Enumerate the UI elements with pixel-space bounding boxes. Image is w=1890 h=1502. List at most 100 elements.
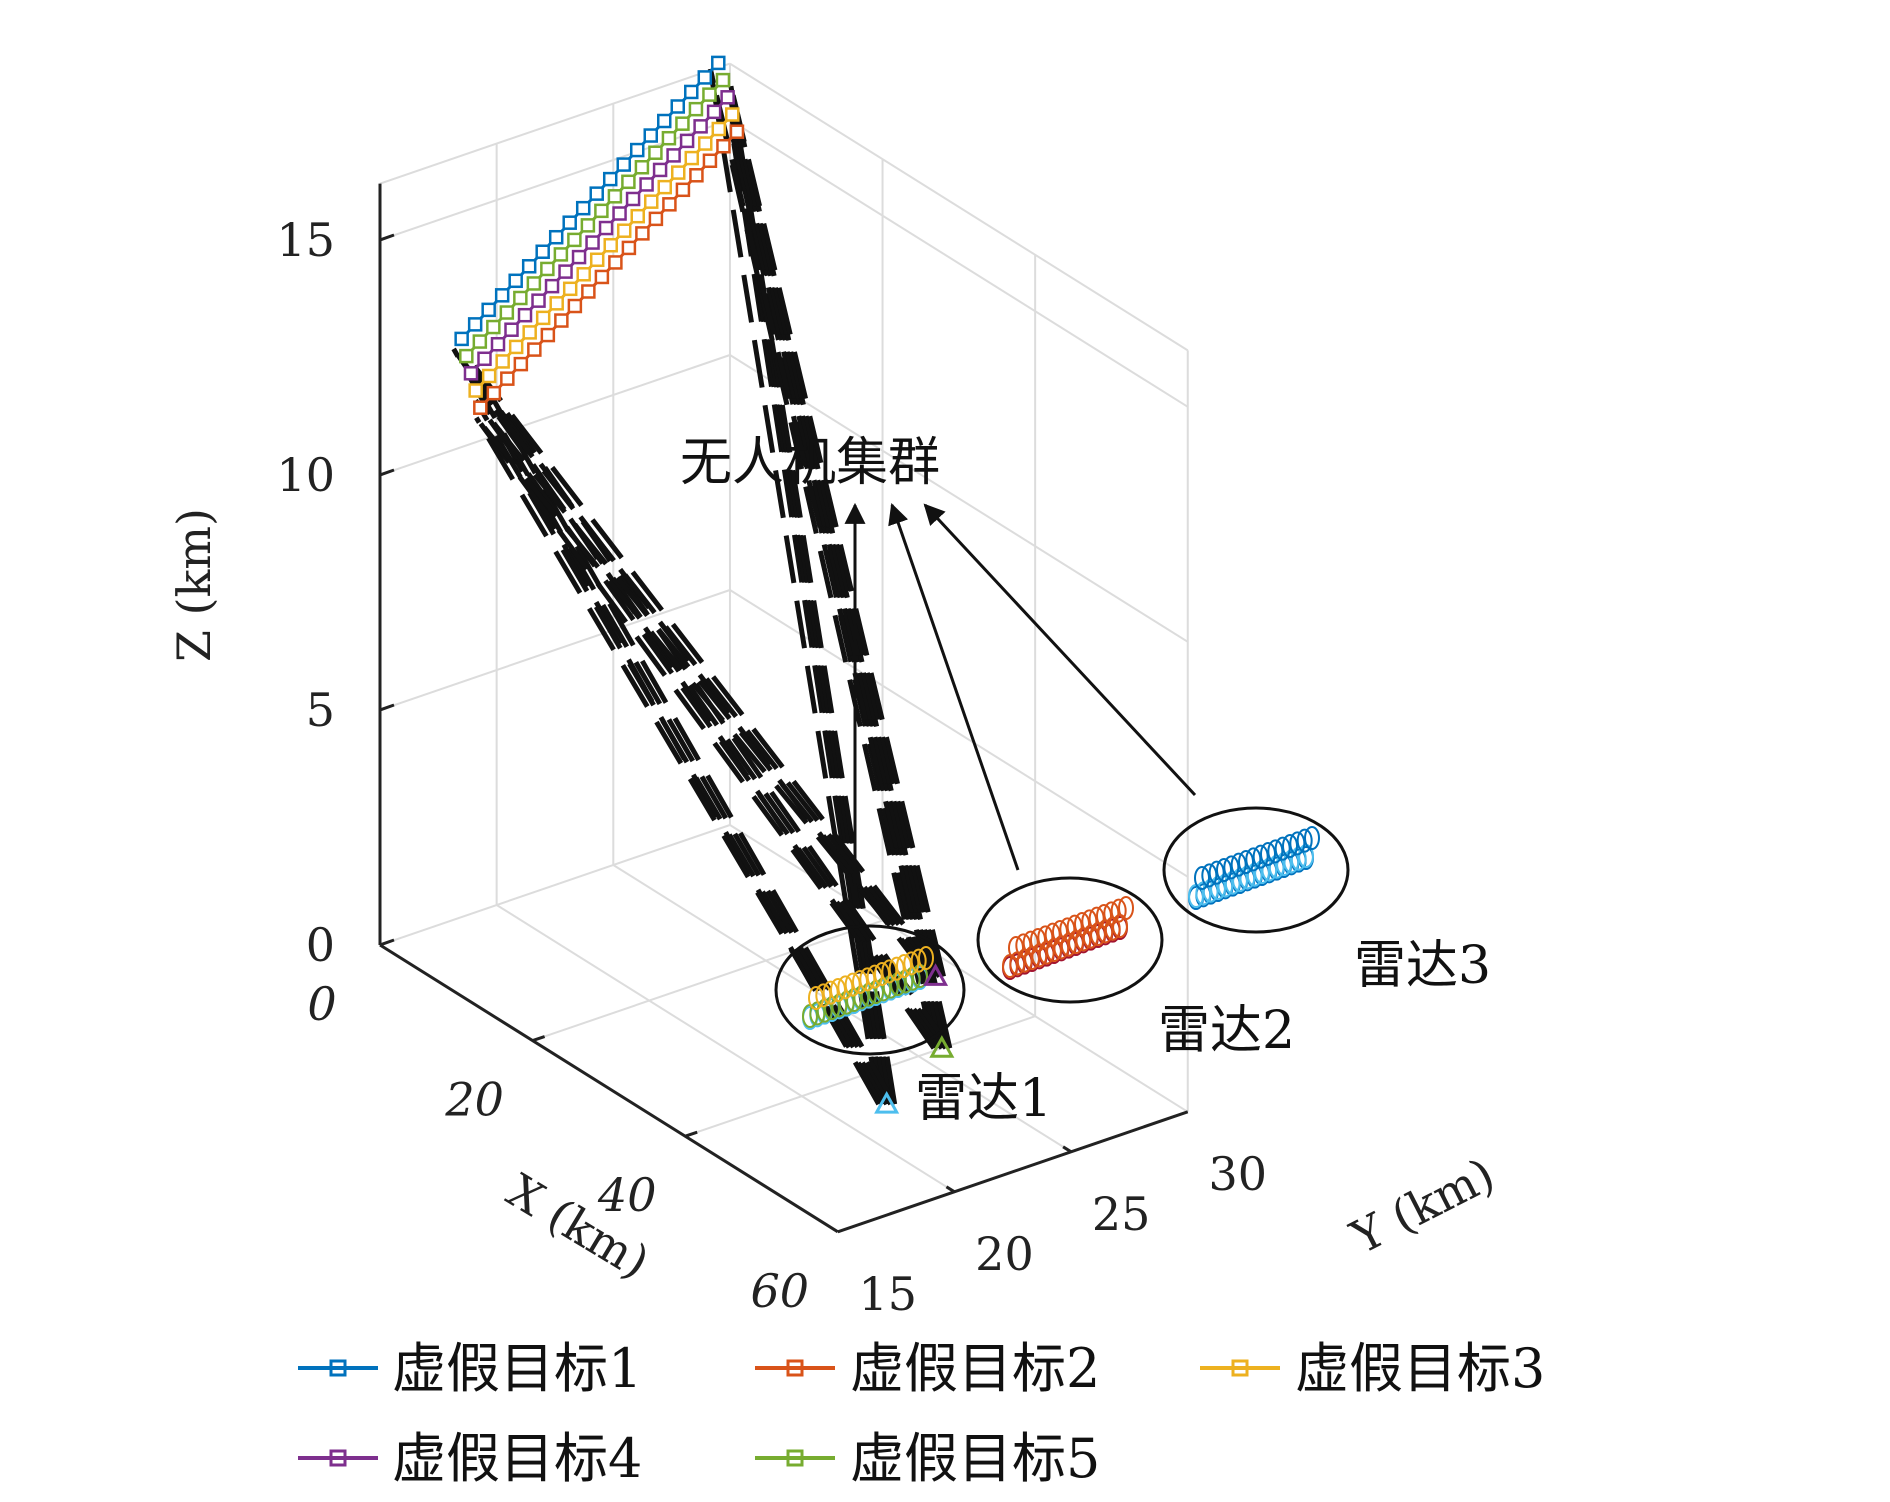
series-marker bbox=[576, 267, 591, 282]
series-marker bbox=[697, 70, 713, 85]
series-marker bbox=[567, 298, 583, 314]
uav-cluster-annotation: 无人机集群 bbox=[680, 433, 940, 493]
cluster-track bbox=[1008, 896, 1134, 960]
grid-line bbox=[729, 119, 1189, 408]
legend-item-4: 虚假目标4 bbox=[298, 1427, 642, 1490]
series-marker bbox=[567, 232, 582, 248]
series-marker bbox=[602, 171, 618, 187]
cluster-point bbox=[822, 980, 839, 1005]
series-marker bbox=[643, 194, 659, 209]
x-axis-line bbox=[379, 943, 839, 1234]
cluster-point bbox=[1267, 839, 1284, 864]
cluster-point bbox=[1066, 914, 1083, 939]
series-marker bbox=[657, 113, 672, 129]
series-marker bbox=[473, 400, 488, 415]
series-marker bbox=[575, 200, 591, 216]
radar-marker bbox=[929, 1035, 955, 1058]
axes-box bbox=[378, 183, 1189, 1234]
cluster-point bbox=[1282, 834, 1298, 858]
grid-line bbox=[379, 354, 731, 476]
series-marker bbox=[594, 203, 609, 219]
series-line bbox=[459, 72, 731, 364]
legend-marker bbox=[1231, 1359, 1249, 1377]
series-marker bbox=[612, 206, 627, 221]
series-marker bbox=[554, 313, 569, 328]
series-marker bbox=[495, 354, 510, 369]
series-line bbox=[463, 90, 735, 381]
series-line bbox=[454, 55, 726, 347]
radar-1-label: 雷达1 bbox=[915, 1069, 1052, 1129]
grid-line bbox=[729, 62, 1189, 352]
series-marker bbox=[608, 255, 623, 270]
cluster-point bbox=[844, 972, 861, 997]
cluster-point bbox=[815, 983, 832, 1008]
radar-3-label: 雷达3 bbox=[1354, 936, 1491, 996]
series-marker bbox=[621, 240, 637, 256]
series-marker bbox=[513, 356, 529, 372]
series-marker bbox=[711, 55, 726, 71]
series-marker bbox=[652, 162, 668, 178]
cluster-point bbox=[837, 975, 854, 1000]
grid-line bbox=[379, 824, 731, 946]
cluster-point bbox=[1088, 906, 1105, 931]
series-marker bbox=[607, 189, 623, 204]
cluster-point bbox=[1238, 850, 1254, 874]
y-tick-label: 30 bbox=[1208, 1147, 1267, 1201]
cluster-point bbox=[1022, 930, 1039, 955]
grid-line bbox=[379, 62, 731, 185]
radar-beam bbox=[472, 364, 946, 978]
series-marker bbox=[634, 160, 650, 175]
legend-marker bbox=[786, 1449, 804, 1467]
x-tick bbox=[684, 1130, 698, 1138]
series-marker bbox=[540, 261, 555, 277]
grid-line bbox=[496, 904, 955, 1193]
cluster-point bbox=[888, 956, 905, 981]
x-tick-labels: 0 20 40 60 bbox=[307, 977, 809, 1318]
series-marker bbox=[670, 99, 686, 114]
legend-label: 虚假目标1 bbox=[392, 1337, 642, 1400]
series-marker bbox=[635, 226, 650, 241]
series-marker bbox=[688, 101, 704, 117]
legend-label: 虚假目标5 bbox=[850, 1427, 1100, 1490]
y-tick-label: 20 bbox=[975, 1227, 1034, 1281]
series-marker bbox=[517, 307, 533, 323]
x-tick-label: 20 bbox=[444, 1073, 504, 1127]
series-marker bbox=[490, 336, 506, 352]
series-marker bbox=[629, 142, 645, 158]
series-marker bbox=[684, 150, 700, 166]
cluster-point bbox=[1110, 898, 1127, 923]
legend-marker bbox=[329, 1359, 347, 1377]
cluster-point bbox=[1216, 858, 1232, 882]
series-marker bbox=[715, 72, 731, 88]
radar-marker bbox=[874, 1091, 900, 1114]
series-marker bbox=[675, 116, 690, 131]
radar-beam bbox=[730, 137, 941, 1049]
series-marker bbox=[716, 138, 731, 154]
legend: 虚假目标1 虚假目标2 虚假目标3 虚假目标4 虚假目标5 bbox=[298, 1337, 1545, 1490]
series-marker bbox=[486, 319, 501, 335]
grid-line bbox=[379, 119, 731, 241]
cluster-point bbox=[918, 946, 934, 970]
z-tick-labels: 0 5 10 15 bbox=[276, 213, 335, 972]
z-tick bbox=[379, 703, 395, 712]
legend-item-3: 虚假目标3 bbox=[1200, 1337, 1545, 1400]
series-marker bbox=[684, 84, 699, 100]
series-marker bbox=[521, 259, 537, 274]
cluster-point bbox=[910, 948, 927, 973]
series-marker bbox=[513, 290, 528, 306]
series-marker bbox=[671, 165, 686, 180]
series-marker bbox=[494, 288, 510, 303]
series-marker bbox=[477, 351, 492, 367]
y-tick-labels: 15 20 25 30 bbox=[859, 1147, 1267, 1321]
cluster-track bbox=[808, 946, 934, 1010]
series-marker bbox=[468, 383, 483, 398]
radar-markers bbox=[874, 963, 955, 1114]
cluster-point bbox=[1037, 925, 1054, 950]
series-marker bbox=[630, 208, 645, 224]
series-marker bbox=[562, 281, 578, 297]
series-line bbox=[468, 107, 740, 398]
series-marker bbox=[500, 371, 515, 386]
cluster-point bbox=[1260, 842, 1276, 866]
z-tick bbox=[379, 938, 395, 947]
radar-marker bbox=[922, 963, 949, 986]
